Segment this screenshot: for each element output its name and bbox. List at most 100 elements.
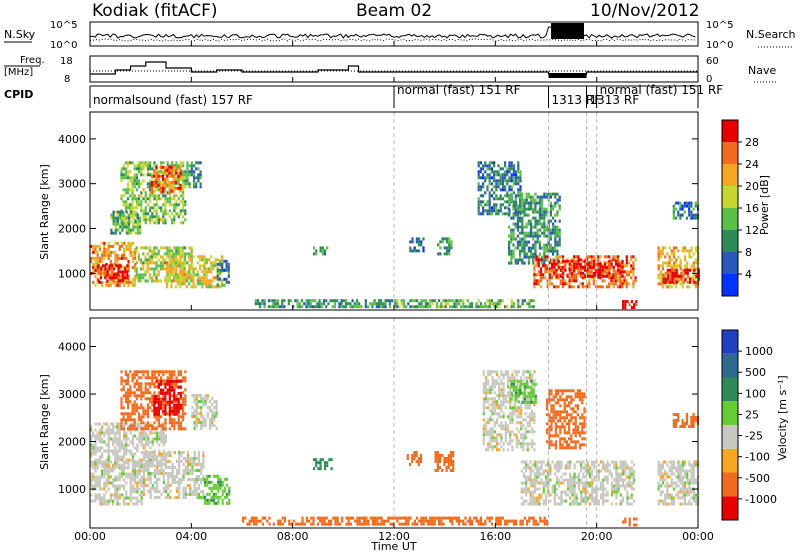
- data-cell: [508, 201, 511, 205]
- data-cell: [140, 475, 143, 479]
- data-cell: [124, 176, 127, 180]
- data-cell: [586, 262, 589, 266]
- data-cell: [96, 458, 99, 462]
- data-cell: [162, 434, 165, 438]
- data-cell: [681, 207, 684, 211]
- data-cell: [140, 206, 143, 210]
- data-cell: [114, 222, 117, 226]
- data-cell: [164, 403, 167, 407]
- data-cell: [94, 434, 97, 438]
- data-cell: [499, 302, 502, 306]
- data-cell: [486, 516, 489, 520]
- data-cell: [477, 176, 480, 180]
- data-cell: [159, 180, 162, 184]
- data-cell: [134, 481, 137, 485]
- data-cell: [164, 400, 167, 404]
- data-cell: [162, 209, 165, 213]
- data-cell: [157, 194, 160, 198]
- data-cell: [186, 173, 189, 177]
- data-cell: [173, 397, 176, 401]
- data-cell: [202, 421, 205, 424]
- data-cell: [99, 276, 102, 280]
- data-cell: [621, 282, 624, 286]
- data-cell: [457, 522, 460, 526]
- data-cell: [200, 463, 203, 466]
- data-cell: [144, 246, 147, 250]
- data-cell: [488, 197, 491, 201]
- data-cell: [116, 280, 119, 284]
- data-cell: [360, 516, 363, 520]
- data-cell: [378, 522, 381, 526]
- data-cell: [322, 299, 326, 303]
- data-cell: [175, 421, 178, 425]
- data-cell: [92, 443, 95, 447]
- data-cell: [164, 189, 167, 193]
- data-cell: [630, 267, 633, 271]
- data-cell: [418, 243, 421, 247]
- data-cell: [519, 255, 522, 259]
- data-cell: [114, 437, 117, 441]
- data-cell: [186, 463, 190, 466]
- data-cell: [279, 522, 282, 526]
- data-cell: [169, 460, 172, 463]
- data-cell: [517, 421, 521, 425]
- data-cell: [672, 210, 675, 214]
- data-cell: [511, 394, 514, 398]
- data-cell: [579, 268, 582, 272]
- data-cell: [453, 299, 456, 303]
- data-cell: [164, 394, 167, 398]
- data-cell: [501, 182, 504, 186]
- data-cell: [495, 203, 498, 207]
- data-cell: [129, 244, 132, 248]
- data-cell: [685, 201, 689, 205]
- data-cell: [487, 388, 490, 392]
- data-cell: [227, 262, 230, 266]
- data-cell: [116, 490, 119, 494]
- data-cell: [142, 458, 145, 462]
- data-cell: [140, 385, 143, 389]
- data-cell: [506, 427, 510, 431]
- data-cell: [506, 391, 510, 395]
- data-cell: [155, 209, 158, 213]
- data-cell: [166, 168, 169, 172]
- data-cell: [608, 274, 611, 278]
- data-cell: [125, 493, 128, 497]
- data-cell: [151, 443, 154, 447]
- data-cell: [175, 403, 178, 407]
- data-cell: [499, 179, 502, 183]
- data-cell: [482, 397, 485, 401]
- data-cell: [173, 478, 176, 481]
- data-cell: [510, 234, 513, 238]
- data-cell: [182, 179, 185, 183]
- data-cell: [90, 478, 93, 482]
- data-cell: [140, 191, 143, 195]
- data-cell: [499, 519, 502, 523]
- data-cell: [127, 373, 130, 377]
- data-cell: [447, 463, 450, 466]
- data-cell: [157, 424, 160, 428]
- data-cell: [680, 277, 683, 281]
- data-cell: [164, 165, 167, 169]
- data-cell: [186, 179, 189, 183]
- data-cell: [136, 437, 139, 441]
- data-cell: [142, 478, 146, 481]
- data-cell: [534, 222, 537, 226]
- data-cell: [669, 280, 672, 284]
- data-cell: [588, 270, 591, 274]
- data-cell: [118, 434, 121, 438]
- data-cell: [94, 493, 97, 497]
- data-cell: [162, 478, 165, 481]
- data-cell: [164, 490, 168, 493]
- data-cell: [170, 379, 174, 383]
- data-cell: [134, 283, 137, 287]
- data-cell: [116, 487, 119, 491]
- data-cell: [118, 449, 121, 453]
- data-cell: [146, 203, 149, 207]
- data-cell: [131, 484, 134, 488]
- data-cell: [586, 259, 589, 263]
- data-cell: [156, 478, 159, 481]
- data-cell: [422, 519, 425, 523]
- data-cell: [547, 228, 550, 232]
- data-cell: [619, 267, 622, 271]
- data-cell: [508, 246, 511, 250]
